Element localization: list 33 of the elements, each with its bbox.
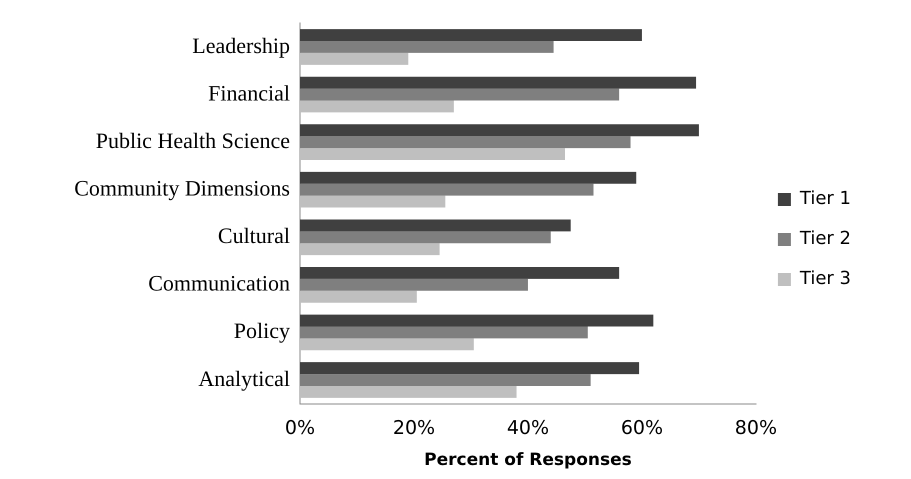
bar [300,29,642,42]
bar [300,172,636,184]
bar [300,338,474,350]
x-tick-label: 80% [734,417,778,440]
x-tick-label: 0% [284,417,316,440]
legend-label: Tier 2 [798,228,852,250]
bar [300,100,454,112]
bar [300,148,565,160]
y-tick-label: Leadership [192,32,290,58]
x-axis-title: Percent of Responses [424,450,632,470]
bar [300,290,417,303]
y-tick-label: Financial [208,80,290,106]
bar [300,52,408,65]
bar [300,243,440,256]
bar [300,267,620,279]
x-tick-label: 60% [620,417,664,440]
y-tick-label: Communication [148,270,290,296]
bar [300,314,654,326]
y-tick-label: Cultural [218,223,290,248]
y-tick-label: Policy [234,318,290,344]
bar [300,386,517,398]
legend-label: Tier 1 [798,188,852,210]
legend-label: Tier 3 [798,268,852,290]
bar [300,196,446,208]
x-tick-label: 40% [506,417,550,440]
bar [300,76,696,89]
bar [300,362,640,374]
y-tick-label: Community Dimensions [74,175,290,200]
y-tick-label: Analytical [198,366,290,391]
bar [300,124,699,136]
x-tick-label: 20% [392,417,436,440]
bar [300,219,571,232]
y-tick-label: Public Health Science [96,128,290,153]
